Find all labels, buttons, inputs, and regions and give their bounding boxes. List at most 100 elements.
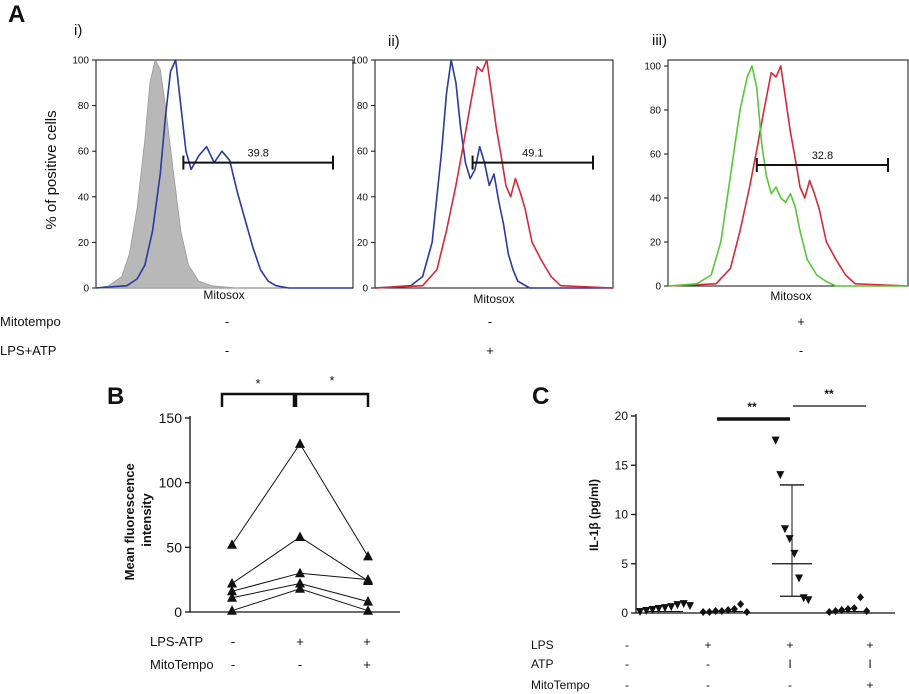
histogram-a-i-xlabel: Mitosox xyxy=(203,288,244,302)
cond-b-row1-v3: + xyxy=(363,634,371,649)
chart-c-ytick-label-10: 10 xyxy=(615,508,629,522)
chart-b-series-1-point-3 xyxy=(363,550,373,561)
chart-b-series-4-point-1 xyxy=(227,592,237,602)
chart-c-group-4-point-5 xyxy=(850,604,858,613)
chart-b-series-4-point-2 xyxy=(295,578,305,588)
hist-0-ytick-label-0: 0 xyxy=(83,284,89,295)
chart-c-group-2-point-7 xyxy=(737,600,745,609)
hist-1-ytick-label-60: 60 xyxy=(357,147,369,158)
chart-c-group-2-point-1 xyxy=(699,608,707,617)
cond-c-row1-v3: + xyxy=(786,638,793,652)
cond-b-row2-v1: - xyxy=(231,657,235,672)
panel-a-i-label: i) xyxy=(74,22,82,39)
chart-c-group-1-point-8 xyxy=(679,600,688,609)
cond-c-row3-v1: - xyxy=(625,678,629,692)
hist-0-ytick-label-40: 40 xyxy=(78,192,90,203)
hist-2-series-green-line xyxy=(667,65,908,287)
chart-c-group-4-point-6 xyxy=(856,593,864,602)
chart-b-series-5-point-3 xyxy=(363,605,373,615)
chart-c-group-1-point-1 xyxy=(636,608,645,617)
chart-c-group-1-point-9 xyxy=(685,602,694,611)
panel-b-ylabel: Mean fluorescence intensity xyxy=(122,460,154,581)
histogram-a-iii-frame xyxy=(667,59,909,287)
chart-c-group-3-point-2 xyxy=(776,471,785,480)
chart-b-series-3-point-2 xyxy=(295,567,305,578)
chart-b-sig-bracket-2 xyxy=(294,392,370,407)
cond-a-row2-v1: - xyxy=(225,343,229,358)
chart-b-series-1-point-2 xyxy=(295,438,305,448)
histogram-a-ii-xlabel: Mitosox xyxy=(473,292,514,306)
chart-c-group-1-point-2 xyxy=(642,607,651,616)
cond-c-row2-v1: - xyxy=(625,657,629,671)
chart-c-group-3-point-8 xyxy=(804,596,813,605)
histogram-a-iii: 0 20 40 60 80 100 32.8 Mitosox xyxy=(644,59,909,303)
hist-1-ytick-label-80: 80 xyxy=(357,101,369,112)
cond-c-row3-v3: - xyxy=(788,678,792,692)
panel-c-conditions: LPS - + + + ATP - - I I MitoTempo - - - … xyxy=(531,638,874,692)
chart-c-ytick-label-15: 15 xyxy=(615,458,629,472)
cond-c-row2-v3: I xyxy=(788,657,791,671)
histogram-a-i-plot: 0 20 40 60 80 100 39.8 xyxy=(72,56,353,295)
cond-a-row2-v2: + xyxy=(486,343,494,358)
hist-2-series-red-line xyxy=(667,65,909,287)
chart-b-series-4-point-3 xyxy=(363,596,373,606)
cond-b-row2-v2: - xyxy=(298,657,302,672)
chart-c-group-3-point-6 xyxy=(795,574,804,583)
cond-c-row2-label: ATP xyxy=(531,657,553,671)
cond-b-row1-label: LPS-ATP xyxy=(150,634,203,649)
cond-a-row1-v1: - xyxy=(225,314,229,329)
panel-b-letter: B xyxy=(107,383,124,410)
hist-0-ytick-label-60: 60 xyxy=(78,147,90,158)
panel-c-letter: C xyxy=(532,383,549,410)
chart-c-group-1-point-6 xyxy=(667,603,676,612)
chart-c-group-2-point-8 xyxy=(743,608,751,617)
chart-c-group-4-point-1 xyxy=(825,608,833,617)
cond-a-row2-label: LPS+ATP xyxy=(0,343,56,358)
cond-c-row2-v4: I xyxy=(868,657,871,671)
chart-b-series-5-point-1 xyxy=(227,605,237,615)
cond-b-row1-v1: - xyxy=(231,634,235,649)
hist-1-ytick-label-20: 20 xyxy=(357,238,369,249)
cond-a-row1-v2: - xyxy=(488,314,492,329)
chart-c-sig-label-2: ** xyxy=(824,387,834,401)
cond-c-row2-v2: - xyxy=(706,657,710,671)
hist-2-ytick-label-60: 60 xyxy=(650,150,662,161)
cond-c-row1-v1: - xyxy=(625,638,629,652)
cond-c-row1-label: LPS xyxy=(531,638,554,652)
chart-c-group-2-point-5 xyxy=(724,606,732,615)
chart-c-group-1-point-5 xyxy=(661,604,669,613)
cond-b-row2-label: MitoTempo xyxy=(150,657,214,672)
hist-2-ytick-label-0: 0 xyxy=(655,282,661,293)
panel-a-ii-label: ii) xyxy=(388,33,400,50)
chart-b-ytick-label-100: 100 xyxy=(159,475,183,491)
cond-b-row1-v2: + xyxy=(296,634,304,649)
panel-a-letter: A xyxy=(8,1,25,28)
panel-b-ylabel-line1: Mean fluorescence xyxy=(122,463,137,580)
hist-2-gate-value: 32.8 xyxy=(812,150,833,162)
chart-c-ytick-label-0: 0 xyxy=(621,606,628,620)
hist-0-series-Mitosox-line xyxy=(95,59,353,289)
hist-2-ytick-label-100: 100 xyxy=(644,62,661,73)
histogram-a-iii-plot: 0 20 40 60 80 100 32.8 xyxy=(644,62,909,293)
chart-b-ytick-label-150: 150 xyxy=(159,410,183,426)
chart-b: 0 50 100 150 * * xyxy=(159,373,400,620)
cond-c-row1-v2: + xyxy=(704,638,711,652)
cond-a-row2-v3: - xyxy=(799,343,803,358)
hist-1-series-blue-line xyxy=(374,59,613,289)
histogram-a-ii-plot: 0 20 40 60 80 100 49.1 xyxy=(351,56,614,295)
cond-a-row1-label: Mitotempo xyxy=(0,314,61,329)
hist-0-ytick-label-100: 100 xyxy=(72,56,89,67)
chart-c-group-1-point-4 xyxy=(654,605,663,614)
chart-c-sig-label-1: ** xyxy=(747,400,757,414)
hist-0-ytick-label-80: 80 xyxy=(78,101,90,112)
histogram-a-ii: 0 20 40 60 80 100 49.1 Mitosox xyxy=(351,56,614,306)
hist-1-series-red-line xyxy=(374,59,614,289)
cond-a-row1-v3: + xyxy=(797,314,805,329)
chart-b-series-1-point-1 xyxy=(227,539,237,549)
histogram-a-iii-xlabel: Mitosox xyxy=(770,289,811,303)
hist-2-ytick-label-40: 40 xyxy=(650,194,662,205)
histogram-a-i: 0 20 40 60 80 100 39.8 Mitosox xyxy=(72,56,354,302)
panel-a-conditions: Mitotempo - - + LPS+ATP - + - xyxy=(0,314,805,358)
panel-b-ylabel-line2: intensity xyxy=(139,493,154,547)
chart-c-group-3-point-3 xyxy=(780,525,789,534)
